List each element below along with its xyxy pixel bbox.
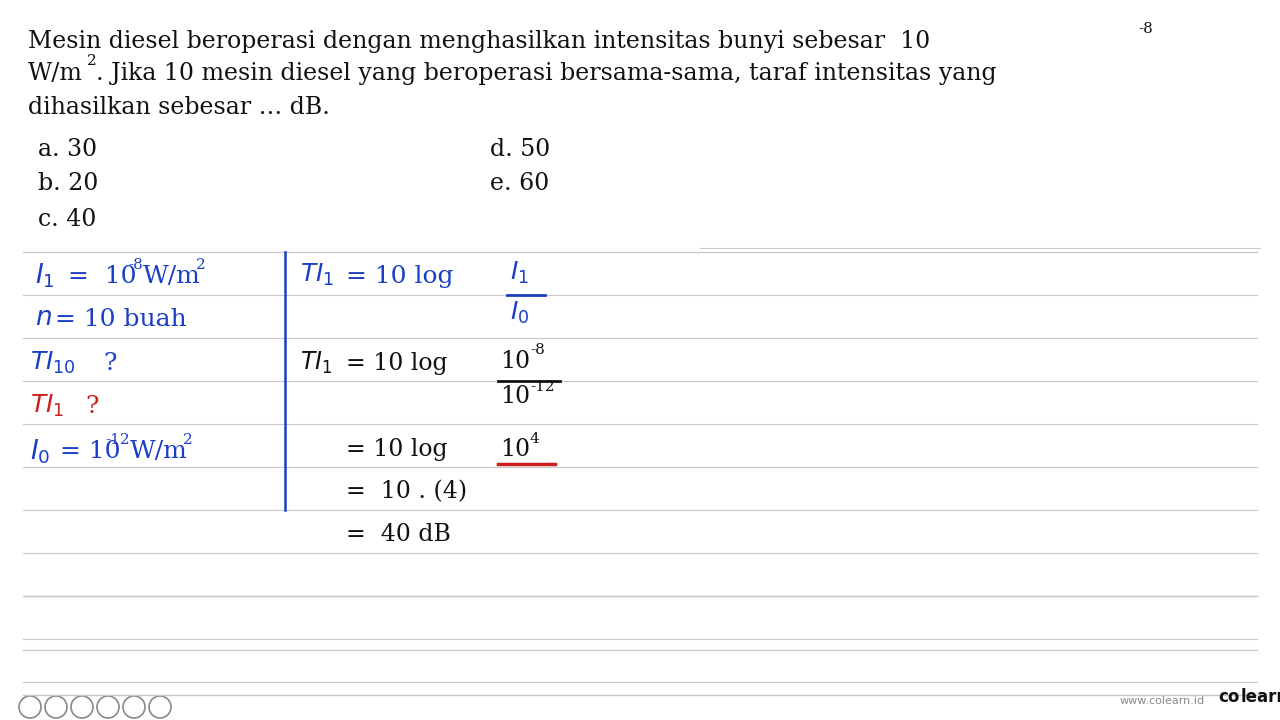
Text: = 10: = 10 bbox=[60, 440, 120, 463]
Text: $\mathit{TI}_{10}$: $\mathit{TI}_{10}$ bbox=[29, 350, 76, 376]
Text: = 10 buah: = 10 buah bbox=[55, 308, 187, 331]
Text: = 10 log: = 10 log bbox=[346, 438, 448, 461]
Text: =  10: = 10 bbox=[68, 265, 137, 288]
Text: W/m: W/m bbox=[143, 265, 201, 288]
Text: $\mathit{I_0}$: $\mathit{I_0}$ bbox=[29, 438, 50, 467]
Text: ?: ? bbox=[102, 352, 116, 375]
Text: dihasilkan sebesar … dB.: dihasilkan sebesar … dB. bbox=[28, 96, 330, 119]
Text: 10: 10 bbox=[500, 385, 530, 408]
Text: b. 20: b. 20 bbox=[38, 172, 99, 195]
Text: $\mathit{TI_1}$: $\mathit{TI_1}$ bbox=[29, 393, 64, 419]
Text: ·: · bbox=[1233, 688, 1238, 706]
Text: -8: -8 bbox=[530, 343, 545, 357]
Text: Mesin diesel beroperasi dengan menghasilkan intensitas bunyi sebesar  10: Mesin diesel beroperasi dengan menghasil… bbox=[28, 30, 931, 53]
Text: 2: 2 bbox=[183, 433, 193, 447]
Text: =  10 . (4): = 10 . (4) bbox=[346, 480, 467, 503]
Text: a. 30: a. 30 bbox=[38, 138, 97, 161]
Text: = 10 log: = 10 log bbox=[346, 265, 453, 288]
Text: co: co bbox=[1219, 688, 1239, 706]
Text: =  40 dB: = 40 dB bbox=[346, 523, 451, 546]
Text: $\mathit{TI_1}$: $\mathit{TI_1}$ bbox=[300, 350, 333, 376]
Text: -12: -12 bbox=[105, 433, 129, 447]
Text: ?: ? bbox=[84, 395, 99, 418]
Text: $\mathit{I_0}$: $\mathit{I_0}$ bbox=[509, 300, 529, 326]
Text: learn: learn bbox=[1242, 688, 1280, 706]
Text: 2: 2 bbox=[87, 54, 97, 68]
Text: $\mathit{TI_1}$: $\mathit{TI_1}$ bbox=[300, 262, 334, 288]
Text: $\mathit{I_1}$: $\mathit{I_1}$ bbox=[35, 262, 55, 290]
Text: -8: -8 bbox=[128, 258, 143, 272]
Text: 2: 2 bbox=[196, 258, 206, 272]
Text: e. 60: e. 60 bbox=[490, 172, 549, 195]
Text: . Jika 10 mesin diesel yang beroperasi bersama-sama, taraf intensitas yang: . Jika 10 mesin diesel yang beroperasi b… bbox=[96, 62, 997, 85]
Text: c. 40: c. 40 bbox=[38, 208, 96, 231]
Text: -8: -8 bbox=[1138, 22, 1153, 36]
Text: 4: 4 bbox=[530, 432, 540, 446]
Text: = 10 log: = 10 log bbox=[346, 352, 448, 375]
Text: -12: -12 bbox=[530, 380, 554, 394]
Text: $\mathit{I_1}$: $\mathit{I_1}$ bbox=[509, 260, 529, 286]
Text: d. 50: d. 50 bbox=[490, 138, 550, 161]
Text: W/m: W/m bbox=[28, 62, 83, 85]
Text: W/m: W/m bbox=[131, 440, 188, 463]
Text: 10: 10 bbox=[500, 438, 530, 461]
Text: www.colearn.id: www.colearn.id bbox=[1120, 696, 1206, 706]
Text: 10: 10 bbox=[500, 350, 530, 373]
Text: $\mathit{n}$: $\mathit{n}$ bbox=[35, 305, 52, 330]
